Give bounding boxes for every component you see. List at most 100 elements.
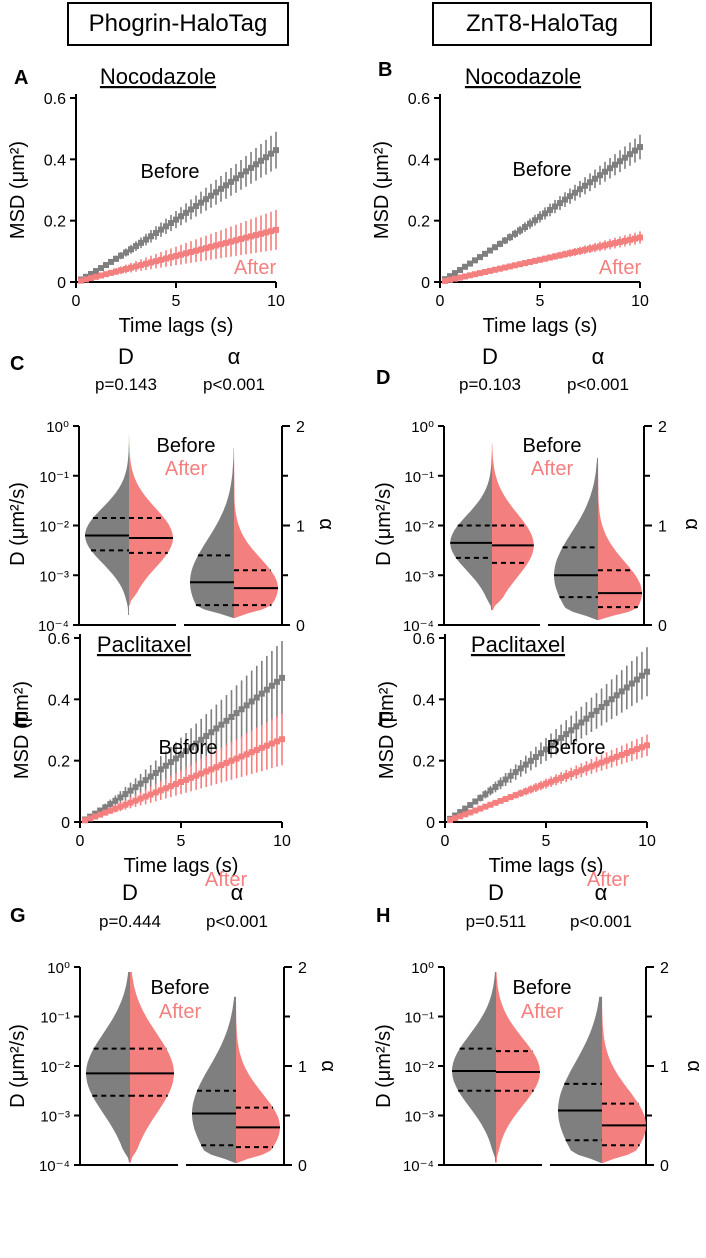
point-before-E bbox=[178, 751, 184, 758]
point-after-A bbox=[158, 256, 164, 263]
point-after-F bbox=[482, 803, 489, 810]
point-after-B bbox=[472, 271, 478, 278]
series-label-after-B: After bbox=[599, 257, 642, 279]
y-tick-label-left-C: 10⁻¹ bbox=[39, 469, 69, 486]
point-before-A bbox=[263, 154, 269, 161]
point-after-B bbox=[522, 260, 528, 267]
point-before-E bbox=[248, 698, 255, 705]
point-after-F bbox=[447, 817, 454, 824]
header-znt8: ZnT8-HaloTag bbox=[432, 2, 652, 46]
point-after-B bbox=[632, 235, 638, 242]
point-before-A bbox=[253, 161, 259, 168]
p-value-1-H: p<0.001 bbox=[570, 912, 632, 931]
point-before-B bbox=[542, 210, 548, 217]
p-value-0-G: p=0.444 bbox=[99, 912, 161, 931]
legend-before-C: Before bbox=[157, 435, 216, 457]
point-before-B bbox=[462, 263, 468, 270]
point-after-B bbox=[592, 244, 598, 251]
point-before-A bbox=[163, 223, 169, 230]
point-after-A bbox=[223, 239, 229, 246]
point-after-F bbox=[613, 753, 620, 760]
point-after-E bbox=[273, 738, 280, 745]
point-after-F bbox=[578, 767, 585, 774]
point-before-B bbox=[592, 175, 598, 182]
point-after-A bbox=[113, 268, 119, 275]
point-before-E bbox=[152, 769, 159, 776]
legend-after-C: After bbox=[165, 458, 208, 480]
y-tick-label-left-D: 10⁻¹ bbox=[404, 469, 434, 486]
y-tick-label-right-C: 0 bbox=[296, 618, 305, 635]
point-after-E bbox=[243, 751, 250, 758]
point-after-E bbox=[82, 817, 89, 824]
param-label-0-H: D bbox=[488, 880, 504, 905]
point-after-F bbox=[558, 774, 565, 781]
point-before-F bbox=[472, 798, 479, 805]
x-tick-label-A: 0 bbox=[72, 293, 81, 310]
point-after-F bbox=[583, 765, 590, 772]
point-before-F bbox=[598, 704, 605, 711]
point-after-E bbox=[183, 776, 190, 783]
point-before-B bbox=[492, 244, 498, 251]
point-before-A bbox=[103, 262, 109, 269]
point-before-E bbox=[183, 748, 190, 755]
y-axis-label-left-G: D (μm²/s) bbox=[7, 1024, 29, 1108]
point-after-F bbox=[588, 763, 595, 770]
x-tick-label-B: 10 bbox=[631, 293, 649, 310]
point-after-A bbox=[248, 233, 254, 240]
point-before-E bbox=[208, 729, 215, 736]
point-after-A bbox=[213, 242, 219, 249]
legend-before-D: Before bbox=[523, 435, 582, 457]
panel-title-B: Nocodazole bbox=[465, 64, 581, 89]
point-after-B bbox=[477, 270, 483, 277]
point-before-A bbox=[93, 268, 99, 275]
point-after-A bbox=[238, 235, 244, 242]
point-after-F bbox=[623, 750, 630, 756]
point-before-E bbox=[233, 710, 240, 717]
series-label-before-F: Before bbox=[547, 737, 606, 759]
point-after-E bbox=[127, 799, 134, 806]
y-axis-label-F: MSD (μm²) bbox=[376, 681, 398, 779]
point-after-A bbox=[253, 232, 259, 239]
point-before-B bbox=[552, 203, 558, 210]
point-before-A bbox=[148, 233, 154, 240]
y-tick-label-right-C: 2 bbox=[296, 419, 305, 436]
y-tick-label-right-D: 1 bbox=[658, 519, 667, 536]
violin-before-1-D bbox=[554, 457, 598, 621]
point-before-A bbox=[183, 209, 189, 216]
point-before-E bbox=[102, 804, 109, 811]
point-before-F bbox=[482, 791, 489, 798]
point-after-F bbox=[543, 780, 549, 787]
y-tick-label-left-H: 10⁰ bbox=[411, 960, 434, 977]
point-after-B bbox=[492, 266, 498, 273]
point-before-A bbox=[173, 216, 179, 223]
point-before-F bbox=[507, 772, 514, 779]
point-before-B bbox=[632, 147, 638, 154]
point-after-E bbox=[193, 772, 200, 779]
y-axis-label-right-C: α bbox=[315, 518, 337, 530]
point-before-E bbox=[157, 766, 164, 773]
violin-before-1-C bbox=[190, 447, 234, 619]
point-after-A bbox=[193, 247, 199, 254]
point-before-E bbox=[147, 773, 154, 780]
point-after-F bbox=[477, 805, 484, 812]
y-axis-label-right-D: α bbox=[681, 518, 703, 530]
point-after-B bbox=[507, 263, 513, 270]
point-after-F bbox=[593, 761, 600, 768]
point-before-B bbox=[527, 220, 533, 227]
point-after-E bbox=[147, 791, 154, 798]
panel-letter-C: C bbox=[10, 353, 24, 375]
point-before-B bbox=[497, 240, 503, 247]
point-after-A bbox=[168, 254, 174, 261]
y-tick-label-left-G: 10⁻³ bbox=[40, 1109, 70, 1126]
y-tick-label-left-D: 10⁰ bbox=[411, 419, 434, 436]
point-before-F bbox=[578, 719, 585, 726]
x-tick-label-B: 5 bbox=[536, 293, 545, 310]
point-before-A bbox=[98, 265, 104, 272]
point-after-B bbox=[572, 248, 578, 255]
point-before-A bbox=[158, 226, 164, 233]
y-tick-label-B: 0 bbox=[421, 275, 430, 292]
point-after-A bbox=[228, 238, 234, 245]
point-after-B bbox=[517, 261, 523, 268]
point-before-E bbox=[273, 678, 280, 685]
point-after-E bbox=[87, 815, 94, 822]
